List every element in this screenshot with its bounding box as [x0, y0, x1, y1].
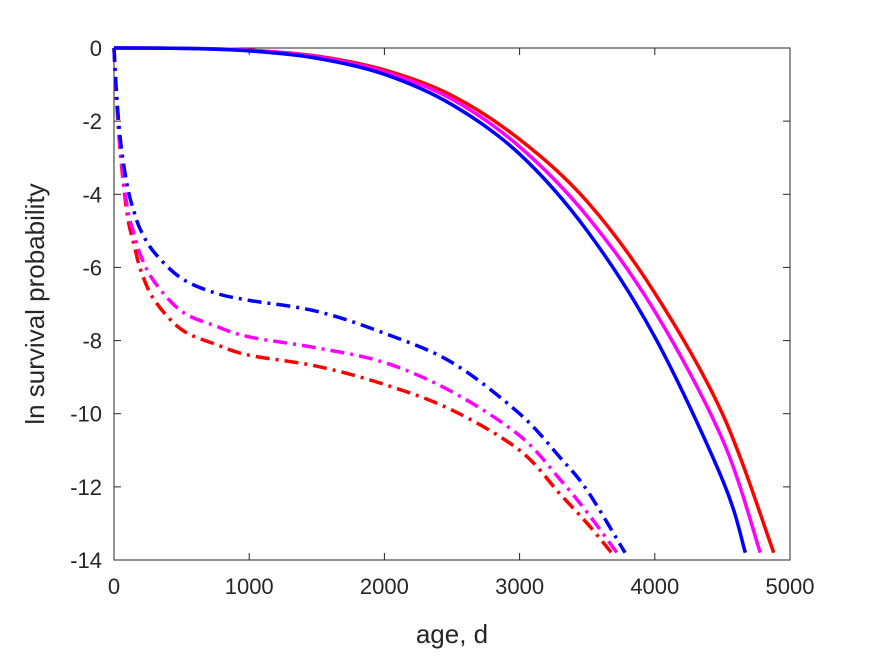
- dashdot-series-line-4: [112, 47, 619, 554]
- y-tick-label: -4: [82, 182, 102, 207]
- y-tick-label: 0: [90, 36, 102, 61]
- x-tick-label: 0: [108, 574, 120, 599]
- x-tick-label: 4000: [630, 574, 679, 599]
- solid-series-line-2: [113, 46, 748, 554]
- y-axis-ticks: 0 -2 -4 -6 -8 -10 -12 -14: [70, 36, 790, 573]
- x-tick-label: 1000: [225, 574, 274, 599]
- y-tick-label: -10: [70, 402, 102, 427]
- x-tick-label: 2000: [360, 574, 409, 599]
- x-tick-label: 3000: [495, 574, 544, 599]
- y-tick-label: -8: [82, 329, 102, 354]
- y-tick-label: -12: [70, 475, 102, 500]
- y-tick-label: -6: [82, 255, 102, 280]
- y-axis-label: ln survival probability: [20, 183, 50, 424]
- x-axis-label: age, d: [416, 619, 488, 649]
- x-tick-label: 5000: [766, 574, 815, 599]
- y-tick-label: -14: [70, 548, 102, 573]
- plot-area: [113, 47, 791, 561]
- series-group: [112, 46, 776, 554]
- y-tick-label: -2: [82, 109, 102, 134]
- dashdot-series-line-5: [112, 47, 627, 554]
- x-axis-ticks: 0 1000 2000 3000 4000 5000: [108, 48, 815, 599]
